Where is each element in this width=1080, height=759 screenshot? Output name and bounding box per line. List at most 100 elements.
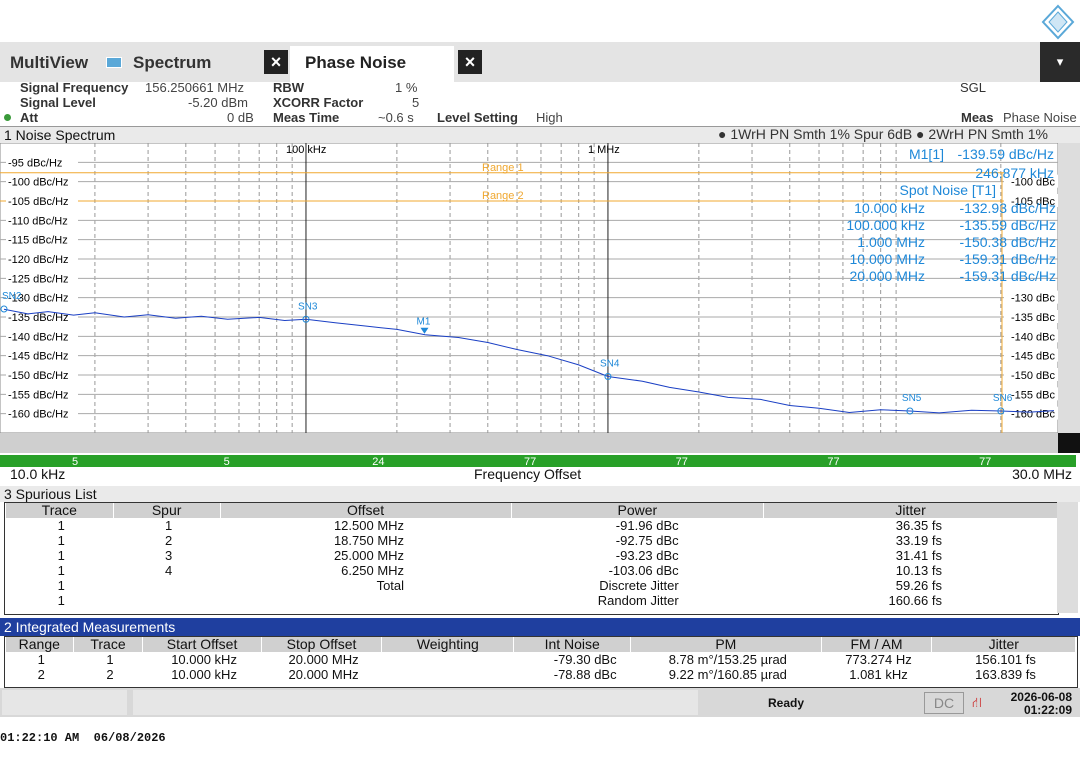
spot-frequency: 10.000 kHz — [854, 200, 925, 216]
column-header: Range — [5, 637, 74, 652]
tick-label-bg — [1004, 348, 1058, 362]
cell — [113, 593, 220, 608]
spot-frequency: 10.000 MHz — [850, 251, 925, 267]
setting-label: XCORR Factor — [273, 95, 364, 110]
cell: 12.500 MHz — [333, 518, 405, 533]
marker — [302, 315, 310, 323]
menu-button[interactable]: ▾ — [1040, 42, 1080, 82]
cell — [113, 578, 220, 593]
marker-label: SN2 — [2, 291, 22, 302]
y-tick-label: -155 dBc/Hz — [8, 389, 69, 401]
tick-label-bg — [6, 252, 78, 265]
decade-count: 77 — [979, 456, 991, 467]
cell: -91.96 dBc — [615, 518, 679, 533]
close-button[interactable]: × — [458, 50, 482, 74]
cell: 20.000 MHz — [288, 667, 359, 682]
y-tick-label: -105 dBc/Hz — [8, 196, 69, 208]
h-scrollbar[interactable] — [0, 433, 1058, 453]
cell: 1 — [165, 518, 173, 533]
y2-tick-label: -135 dBc — [1011, 312, 1056, 324]
tick-label-bg — [6, 387, 78, 401]
y-tick-label: -95 dBc/Hz — [8, 157, 62, 169]
cell: 25.000 MHz — [333, 548, 405, 563]
tick-label-bg — [6, 406, 78, 420]
cell: 2 — [165, 533, 173, 548]
scrollbar[interactable] — [1058, 143, 1080, 433]
setting-label: Att — [20, 110, 39, 125]
tab[interactable]: Spectrum — [133, 53, 212, 72]
active-tab[interactable] — [290, 46, 454, 82]
cell: -93.23 dBc — [615, 548, 679, 563]
y-tick-label: -125 dBc/Hz — [8, 273, 69, 285]
cell: -92.75 dBc — [615, 533, 679, 548]
tick-label-bg — [6, 213, 78, 227]
setting-value: -5.20 dBm — [188, 95, 248, 110]
y2-tick-label: -105 dBc — [1011, 196, 1056, 208]
trace — [3, 308, 1055, 414]
tab[interactable]: MultiView — [10, 53, 89, 72]
noise-plot: 100 kHz 1 MHz Range 1 Range 2 -95 dBc/Hz -100… — [0, 143, 1058, 433]
header-row: Range Trace Start Offset Stop Offset Weighti… — [5, 637, 1075, 652]
cell: 3 — [165, 548, 173, 563]
section-title-text: 3 Spurious List — [4, 486, 97, 502]
tick-label-bg — [1004, 290, 1058, 304]
marker-label: SN4 — [600, 358, 620, 369]
setting-value: 5 — [412, 95, 420, 110]
y2-tick-label: -100 dBc — [1011, 177, 1056, 189]
spot-frequency: 1.000 MHz — [857, 234, 925, 250]
x-tick-label: 100 kHz — [286, 144, 326, 156]
y-tick-label: -145 dBc/Hz — [8, 351, 69, 363]
cell — [382, 652, 514, 667]
setting-label: Level Setting — [437, 110, 518, 125]
cell: 1 — [57, 518, 65, 533]
column-header: Jitter — [931, 637, 1075, 652]
y-tick-label: -110 dBc/Hz — [8, 215, 68, 227]
integrated-table: Range Trace Start Offset Stop Offset Weighti… — [5, 637, 1075, 682]
marker-readout: -139.59 dBc/Hz — [958, 146, 1055, 162]
y2-tick-label: -140 dBc — [1011, 331, 1056, 343]
legend-entry: 2WrH PN Smth 1% — [928, 126, 1048, 142]
y-tick-label: -130 dBc/Hz — [8, 293, 69, 305]
setting-label: Signal Frequency — [20, 80, 129, 95]
cell: 1 — [57, 548, 65, 563]
cell: 36.35 fs — [895, 518, 942, 533]
spurious-table: Trace Spur Offset Power Jitter 1 1 12.500 MHz -9… — [5, 503, 1057, 608]
cell: 59.26 fs — [895, 578, 942, 593]
close-button[interactable]: × — [264, 50, 288, 74]
column-header: FM / AM — [820, 637, 932, 652]
column-header: Stop Offset — [260, 637, 382, 652]
cell: 20.000 MHz — [288, 652, 359, 667]
table-row: 1 4 6.250 MHz -103.06 dBc 10.13 fs — [6, 563, 1058, 578]
x-start-label: 10.0 kHz — [10, 466, 66, 482]
x-end-label: 30.0 MHz — [1012, 466, 1072, 482]
y-tick-label: -150 dBc/Hz — [8, 370, 69, 382]
tick-label-bg — [1004, 174, 1058, 188]
trace-legend: ● 1WrH PN Smth 1% Spur 6dB ● 2WrH PN Smt… — [718, 126, 1048, 142]
marker-label: SN6 — [993, 393, 1013, 404]
marker — [0, 305, 8, 313]
setting-label: RBW — [273, 80, 305, 95]
decade-count: 5 — [224, 456, 230, 467]
setting-value: Phase Noise — [1003, 110, 1077, 125]
window-title-text: 1 Noise Spectrum — [4, 127, 116, 143]
spot-value: -150.38 dBc/Hz — [960, 234, 1057, 250]
y-tick-label: -135 dBc/Hz — [8, 312, 69, 324]
tab[interactable]: Phase Noise — [305, 53, 407, 72]
y2-tick-label: -155 dBc — [1011, 389, 1056, 401]
status-dot — [4, 114, 11, 121]
table-row: 1 Total Discrete Jitter 59.26 fs — [6, 578, 1058, 593]
column-header: Spur — [112, 503, 221, 518]
decade-count: 77 — [676, 456, 688, 467]
sgl: SGL — [960, 80, 987, 95]
scrollbar[interactable] — [1057, 502, 1078, 613]
section-title: 2 Integrated Measurements — [0, 618, 1080, 636]
cell: 18.750 MHz — [333, 533, 405, 548]
cell: 163.839 fs — [975, 667, 1036, 682]
column-header: Power — [510, 503, 764, 518]
tab-bar — [0, 42, 1080, 82]
tick-label-bg — [1004, 368, 1058, 381]
cell: 10.13 fs — [895, 563, 942, 578]
y-tick-label: -115 dBc/Hz — [8, 235, 68, 247]
column-header: PM — [630, 637, 822, 652]
